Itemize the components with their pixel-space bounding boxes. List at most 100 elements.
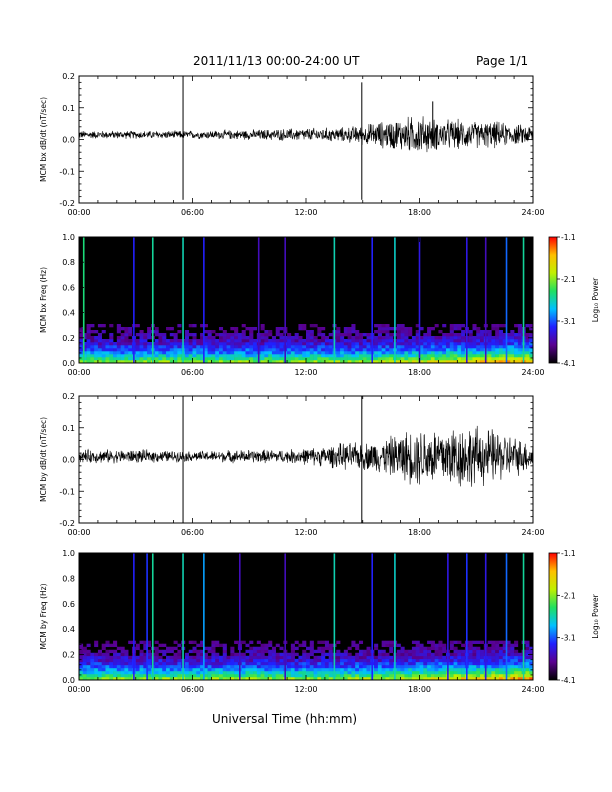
x-tick-label: 06:00 — [181, 208, 204, 217]
x-tick-label: 12:00 — [294, 368, 317, 377]
spectral-line-mark — [522, 237, 525, 363]
y-tick-label: 0.4 — [62, 309, 75, 318]
spectral-line-mark — [394, 237, 396, 363]
y-tick-label: 0.6 — [62, 600, 75, 609]
colorbar-tick-label: -4.1 — [561, 676, 576, 685]
x-tick-label: 18:00 — [408, 528, 431, 537]
spectral-line-mark — [203, 237, 205, 363]
y-tick-label: 0.2 — [62, 334, 75, 343]
x-tick-label: 18:00 — [408, 685, 431, 694]
spectral-line-mark — [203, 553, 205, 680]
colorbar-tick-label: -3.1 — [561, 317, 576, 326]
heatmap-2 — [79, 237, 534, 364]
spectral-line-mark — [371, 237, 374, 363]
spectral-line-mark — [505, 237, 508, 363]
spectral-line-mark — [505, 553, 508, 680]
colorbar-1: -1.1 -2.1 -3.1 -4.1 Log₁₀ Power — [548, 233, 600, 368]
x-tick-label: 12:00 — [294, 685, 317, 694]
spectral-line-mark — [133, 553, 135, 680]
y-tick-label: 0.0 — [62, 136, 75, 145]
spectral-line-mark — [151, 237, 154, 363]
y-tick-label: -0.2 — [59, 199, 75, 208]
spectral-line-mark — [133, 237, 135, 363]
x-tick-label: 06:00 — [181, 368, 204, 377]
y-tick-label: 0.0 — [62, 676, 75, 685]
y-axis-label: MCM by dB/dt (nT/sec) — [39, 417, 48, 502]
y-tick-label: 0.8 — [62, 258, 75, 267]
spectral-line-mark — [333, 553, 336, 680]
x-tick-label: 06:00 — [181, 685, 204, 694]
y-tick-label: 0.2 — [62, 392, 75, 401]
spectral-line-mark — [465, 553, 468, 680]
x-axis-label: Universal Time (hh:mm) — [212, 712, 358, 726]
colorbar-tick-label: -4.1 — [561, 359, 576, 368]
spectral-line-mark — [522, 553, 525, 680]
y-tick-label: 0.8 — [62, 574, 75, 583]
spectral-line-mark — [418, 237, 421, 363]
colorbar-tick-label: -2.1 — [561, 591, 576, 600]
panel-4-axes: 00:00 06:00 12:00 18:00 24:00 1.0 0.8 0.6 0.4 0.2… — [39, 549, 545, 694]
spectral-line-mark — [333, 237, 336, 363]
colorbar-tick-label: -1.1 — [561, 233, 576, 242]
x-tick-label: 12:00 — [294, 208, 317, 217]
spectral-line-mark — [484, 553, 487, 680]
page-number: Page 1/1 — [476, 54, 529, 68]
panel-frame — [78, 395, 534, 524]
series-line — [78, 425, 534, 487]
x-tick-label: 24:00 — [521, 208, 544, 217]
panel-2-axes: 00:00 06:00 12:00 18:00 24:00 1.0 0.8 0.6 0.4 0.2… — [39, 233, 545, 377]
x-tick-label: 06:00 — [181, 528, 204, 537]
spectral-line-mark — [82, 237, 85, 363]
series-line — [78, 116, 534, 153]
spectral-line-mark — [238, 553, 241, 680]
y-tick-label: 0.6 — [62, 283, 75, 292]
y-tick-label: 1.0 — [62, 233, 75, 242]
heatmap-4 — [79, 553, 534, 681]
y-axis-label: MCM by Freq (Hz) — [39, 583, 48, 649]
colorbar-scale — [548, 236, 558, 364]
x-tick-label: 00:00 — [67, 685, 90, 694]
y-tick-label: -0.2 — [59, 519, 75, 528]
y-tick-label: 1.0 — [62, 549, 75, 558]
panel-frame — [78, 236, 534, 364]
colorbar-tick-label: -2.1 — [561, 275, 576, 284]
x-tick-label: 24:00 — [521, 368, 544, 377]
spectral-line-mark — [182, 237, 184, 363]
spectral-line-mark — [371, 553, 374, 680]
y-tick-label: 0.0 — [62, 359, 75, 368]
x-tick-label: 00:00 — [67, 528, 90, 537]
colorbar-tick-label: -3.1 — [561, 634, 576, 643]
colorbar-label: Log₁₀ Power — [591, 593, 600, 638]
x-tick-label: 00:00 — [67, 208, 90, 217]
y-tick-label: 0.4 — [62, 625, 75, 634]
spectral-line-mark — [465, 237, 468, 363]
spectral-line-mark — [257, 237, 260, 363]
y-tick-label: 0.1 — [62, 424, 75, 433]
spectral-line-mark — [284, 553, 286, 680]
panel-3-axes: 00:00 06:00 12:00 18:00 24:00 0.2 0.1 0.0 -0.1 -0… — [39, 392, 545, 537]
x-tick-label: 24:00 — [521, 685, 544, 694]
colorbar-scale — [548, 552, 558, 681]
colorbar-3: -1.1 -2.1 -3.1 -4.1 Log₁₀ Power — [548, 549, 600, 685]
y-tick-label: -0.1 — [59, 487, 75, 496]
spectral-line-mark — [284, 237, 286, 363]
y-tick-label: -0.1 — [59, 167, 75, 176]
y-tick-label: 0.2 — [62, 651, 75, 660]
y-axis-label: MCM bx dB/dt (nT/sec) — [39, 97, 48, 182]
colorbar-label: Log₁₀ Power — [591, 277, 600, 322]
x-tick-label: 00:00 — [67, 368, 90, 377]
x-tick-label: 18:00 — [408, 368, 431, 377]
y-tick-label: 0.1 — [62, 104, 75, 113]
plot-title: 2011/11/13 00:00-24:00 UT — [193, 54, 360, 68]
panel-1-axes: 00:00 06:00 12:00 18:00 24:00 0.2 0.1 0.0 -0.1 -0… — [39, 72, 545, 217]
spectral-line-mark — [394, 553, 396, 680]
x-tick-label: 18:00 — [408, 208, 431, 217]
panel-frame — [78, 552, 534, 681]
y-tick-label: 0.2 — [62, 72, 75, 81]
panel-frame — [78, 75, 534, 204]
spectral-line-mark — [146, 553, 148, 680]
spectral-line-mark — [182, 553, 184, 680]
x-tick-label: 24:00 — [521, 528, 544, 537]
x-tick-label: 12:00 — [294, 528, 317, 537]
